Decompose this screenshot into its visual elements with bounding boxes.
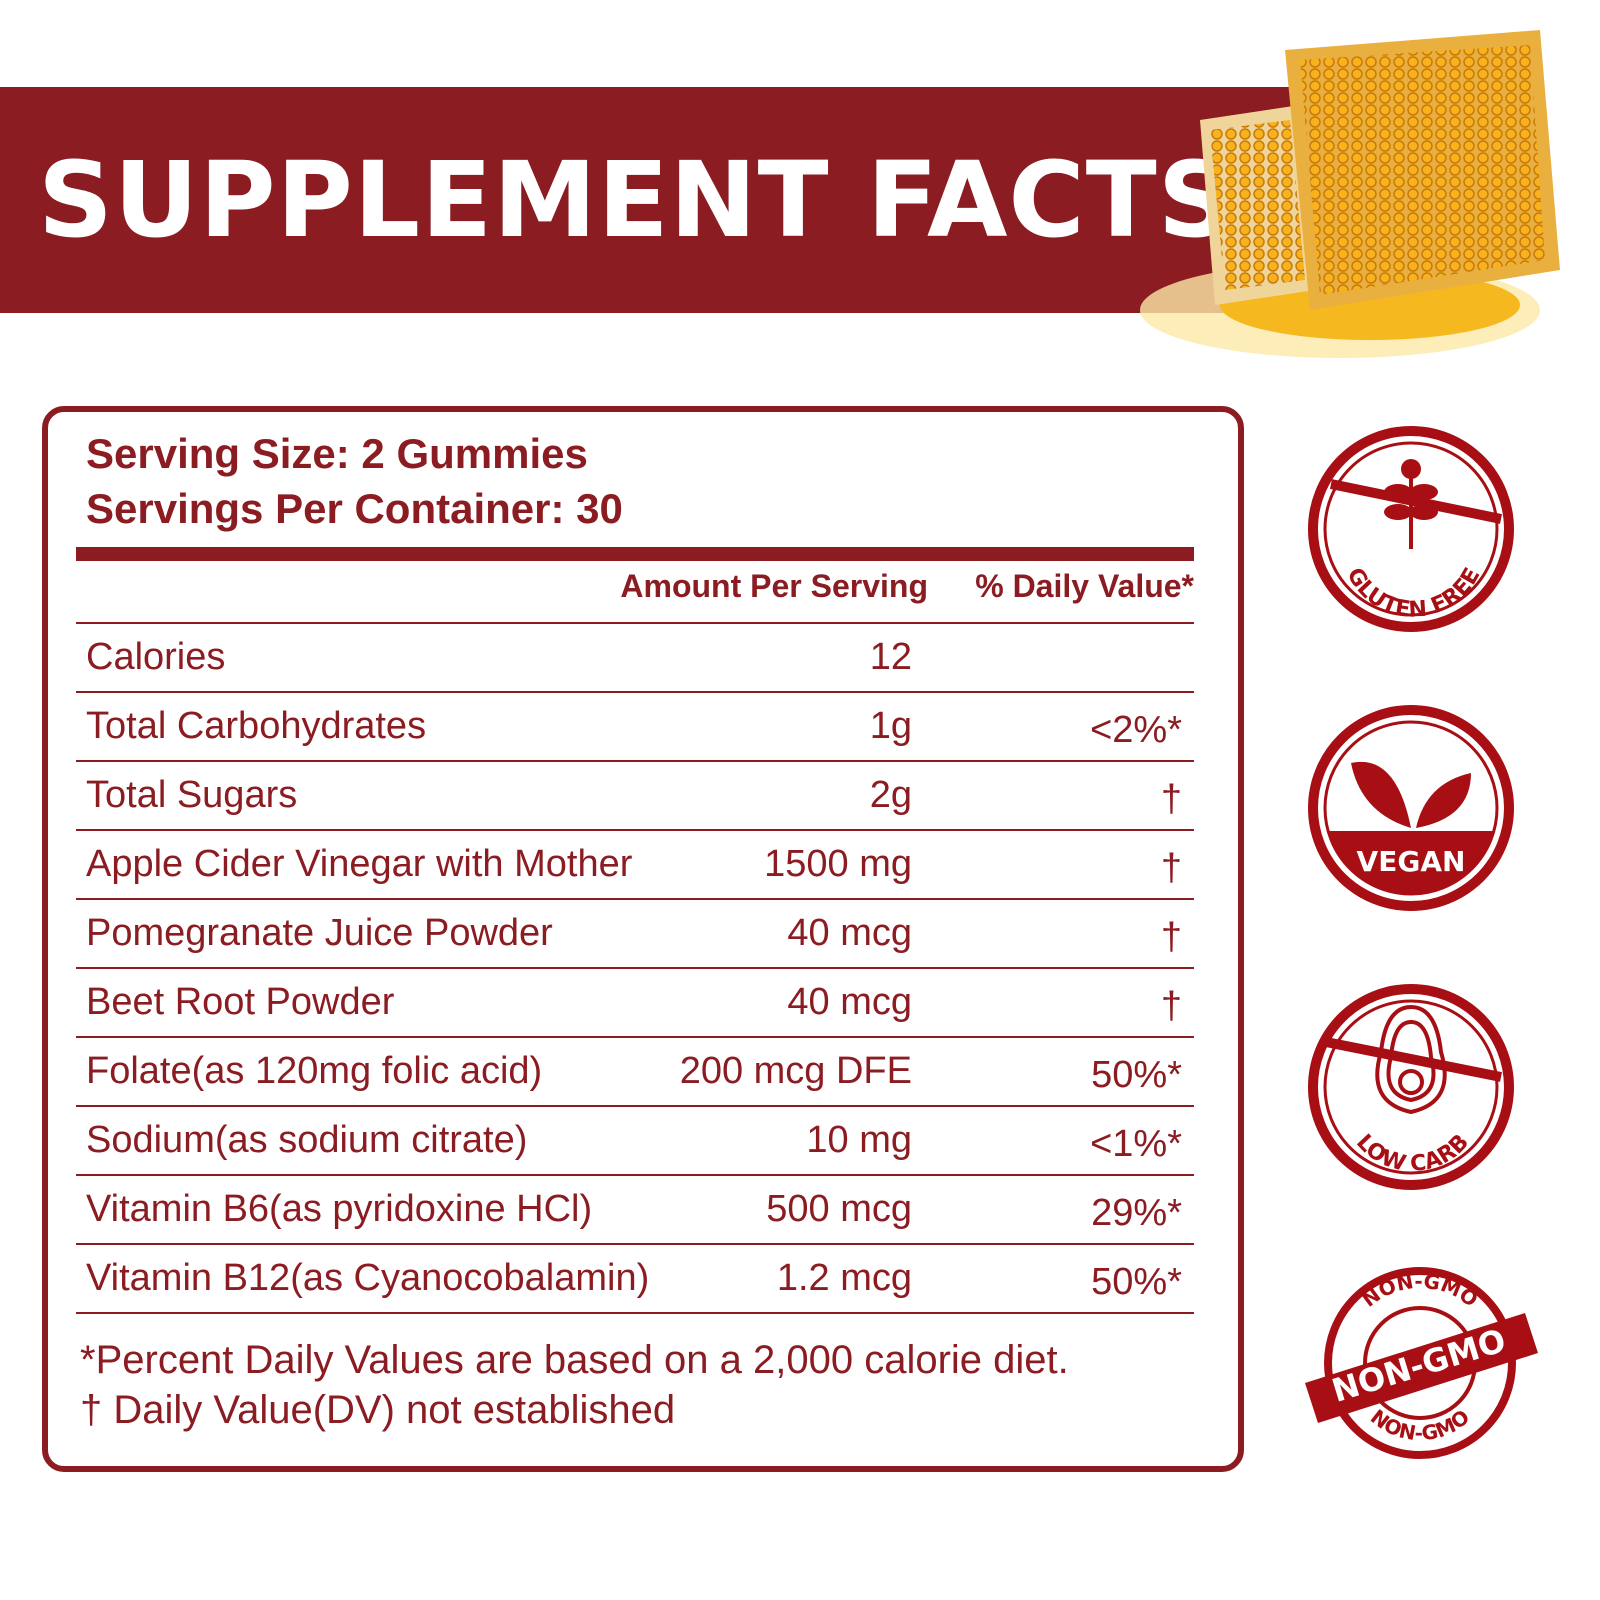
gluten-free-badge: GLUTEN FREE: [1308, 426, 1514, 632]
honeycomb-image: [1140, 30, 1560, 358]
title-banner: SUPPLEMENT FACTS: [0, 87, 1300, 313]
nutrient-daily-value: 50%*: [1091, 1054, 1182, 1096]
nutrient-daily-value: <2%*: [1090, 709, 1182, 751]
badge-label: VEGAN: [1357, 845, 1466, 878]
nutrient-amount: 200 mcg DFE: [679, 1050, 912, 1092]
supplement-facts-panel: [42, 406, 1244, 1472]
table-row: Vitamin B6(as pyridoxine HCl) 500 mcg 29%*: [76, 1176, 1194, 1245]
nutrient-daily-value: †: [1160, 778, 1182, 820]
table-row: Pomegranate Juice Powder 40 mcg †: [76, 900, 1194, 969]
divider: [76, 691, 1194, 693]
nutrient-name: Vitamin B12(as Cyanocobalamin): [86, 1257, 650, 1299]
divider: [76, 967, 1194, 969]
nutrient-amount: 1500 mg: [764, 843, 912, 885]
badge-label: NON-GMO: [1327, 1321, 1510, 1410]
nutrient-daily-value: 29%*: [1091, 1192, 1182, 1234]
nutrient-name: Total Sugars: [86, 774, 298, 816]
nutrient-daily-value: †: [1160, 985, 1182, 1027]
nutrient-name: Apple Cider Vinegar with Mother: [86, 843, 633, 885]
table-row: Vitamin B12(as Cyanocobalamin) 1.2 mcg 50%…: [76, 1245, 1194, 1314]
divider: [76, 1312, 1194, 1314]
nutrient-daily-value: †: [1160, 847, 1182, 889]
nutrient-name: Pomegranate Juice Powder: [86, 912, 553, 954]
nutrient-amount: 12: [869, 636, 912, 678]
nutrient-name: Vitamin B6(as pyridoxine HCl): [86, 1188, 593, 1230]
leaves-icon: [1351, 761, 1471, 828]
footnote-dagger: † Daily Value(DV) not established: [80, 1388, 676, 1432]
nutrient-amount: 40 mcg: [787, 912, 912, 954]
divider: [76, 622, 1194, 624]
nutrient-amount: 1.2 mcg: [776, 1257, 912, 1299]
nutrient-amount: 500 mcg: [766, 1188, 912, 1230]
nutrient-amount: 2g: [869, 774, 912, 816]
nutrient-amount: 40 mcg: [787, 981, 912, 1023]
svg-text:NON-GMO: NON-GMO: [1357, 1269, 1482, 1312]
divider: [76, 829, 1194, 831]
svg-text:NON-GMO: NON-GMO: [1366, 1405, 1474, 1446]
nutrient-name: Folate(as 120mg folic acid): [86, 1050, 543, 1092]
nutrient-amount: 1g: [869, 705, 912, 747]
nutrient-name: Beet Root Powder: [86, 981, 395, 1023]
table-row: Total Carbohydrates 1g <2%*: [76, 693, 1194, 762]
page-title: SUPPLEMENT FACTS: [38, 139, 1234, 261]
column-header-daily-value: % Daily Value*: [975, 568, 1194, 604]
avocado-crossed-icon: [1375, 1004, 1447, 1115]
low-carb-badge: LOW CARB: [1308, 984, 1514, 1190]
divider: [76, 1036, 1194, 1038]
nutrient-daily-value: †: [1160, 916, 1182, 958]
table-row: Sodium(as sodium citrate) 10 mg <1%*: [76, 1107, 1194, 1176]
nutrient-daily-value: <1%*: [1090, 1123, 1182, 1165]
nutrient-name: Sodium(as sodium citrate): [86, 1119, 528, 1161]
table-row: Folate(as 120mg folic acid) 200 mcg DFE 50…: [76, 1038, 1194, 1107]
vegan-badge: VEGAN: [1308, 705, 1514, 911]
divider-thick: [76, 547, 1194, 561]
nutrient-name: Calories: [86, 636, 226, 678]
divider: [76, 1243, 1194, 1245]
seal-ribbon-icon: [1305, 1313, 1538, 1423]
table-row: Total Sugars 2g †: [76, 762, 1194, 831]
divider: [76, 1174, 1194, 1176]
nutrient-name: Total Carbohydrates: [86, 705, 427, 747]
table-row: Calories 12: [76, 624, 1194, 693]
serving-size: Serving Size: 2 Gummies: [86, 430, 588, 477]
nutrient-daily-value: 50%*: [1091, 1261, 1182, 1303]
footnote-daily-values: *Percent Daily Values are based on a 2,0…: [80, 1338, 1069, 1382]
table-row: Beet Root Powder 40 mcg †: [76, 969, 1194, 1038]
nutrient-amount: 10 mg: [806, 1119, 912, 1161]
divider: [76, 898, 1194, 900]
divider: [76, 1105, 1194, 1107]
column-header-amount: Amount Per Serving: [620, 568, 928, 604]
non-gmo-badge: NON-GMO NON-GMO NON-GMO: [1305, 1267, 1538, 1459]
divider: [76, 760, 1194, 762]
table-row: Apple Cider Vinegar with Mother 1500 mg †: [76, 831, 1194, 900]
servings-per-container: Servings Per Container: 30: [86, 485, 623, 532]
